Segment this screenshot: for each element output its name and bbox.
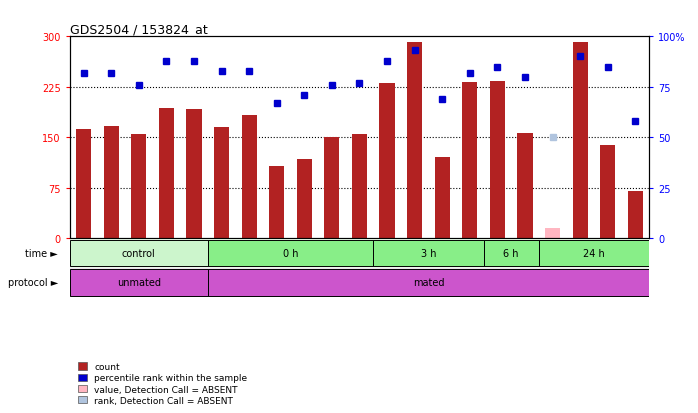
Bar (490, 82, 505, 239)
Bar (380, 84, 394, 239)
Text: protocol ►: protocol ► (8, 278, 58, 288)
Bar (158, 109, 174, 239)
Bar (517, 133, 533, 239)
Bar (269, 167, 284, 239)
Bar (373, 240, 484, 266)
Bar (352, 135, 367, 239)
Bar (208, 240, 373, 266)
Bar (484, 240, 539, 266)
Bar (628, 192, 643, 239)
Bar (208, 270, 649, 296)
Bar (539, 240, 649, 266)
Bar (407, 43, 422, 239)
Legend: count, percentile rank within the sample, value, Detection Call = ABSENT, rank, : count, percentile rank within the sample… (74, 358, 251, 408)
Text: 0 h: 0 h (283, 248, 298, 259)
Text: GDS2504 / 153824_at: GDS2504 / 153824_at (70, 23, 207, 36)
Text: control: control (122, 248, 156, 259)
Text: unmated: unmated (117, 278, 161, 288)
Text: time ►: time ► (25, 248, 58, 259)
Bar (214, 128, 229, 239)
Bar (70, 240, 208, 266)
Bar (103, 126, 119, 239)
Bar (70, 270, 208, 296)
Text: 3 h: 3 h (421, 248, 436, 259)
Bar (435, 158, 450, 239)
Bar (76, 129, 91, 239)
Text: 6 h: 6 h (503, 248, 519, 259)
Text: 24 h: 24 h (583, 248, 605, 259)
Bar (545, 229, 560, 239)
Text: mated: mated (413, 278, 444, 288)
Bar (242, 116, 257, 239)
Bar (572, 43, 588, 239)
Bar (462, 83, 477, 239)
Bar (297, 159, 312, 239)
Bar (325, 138, 339, 239)
Bar (131, 135, 147, 239)
Bar (600, 145, 616, 239)
Bar (186, 110, 202, 239)
